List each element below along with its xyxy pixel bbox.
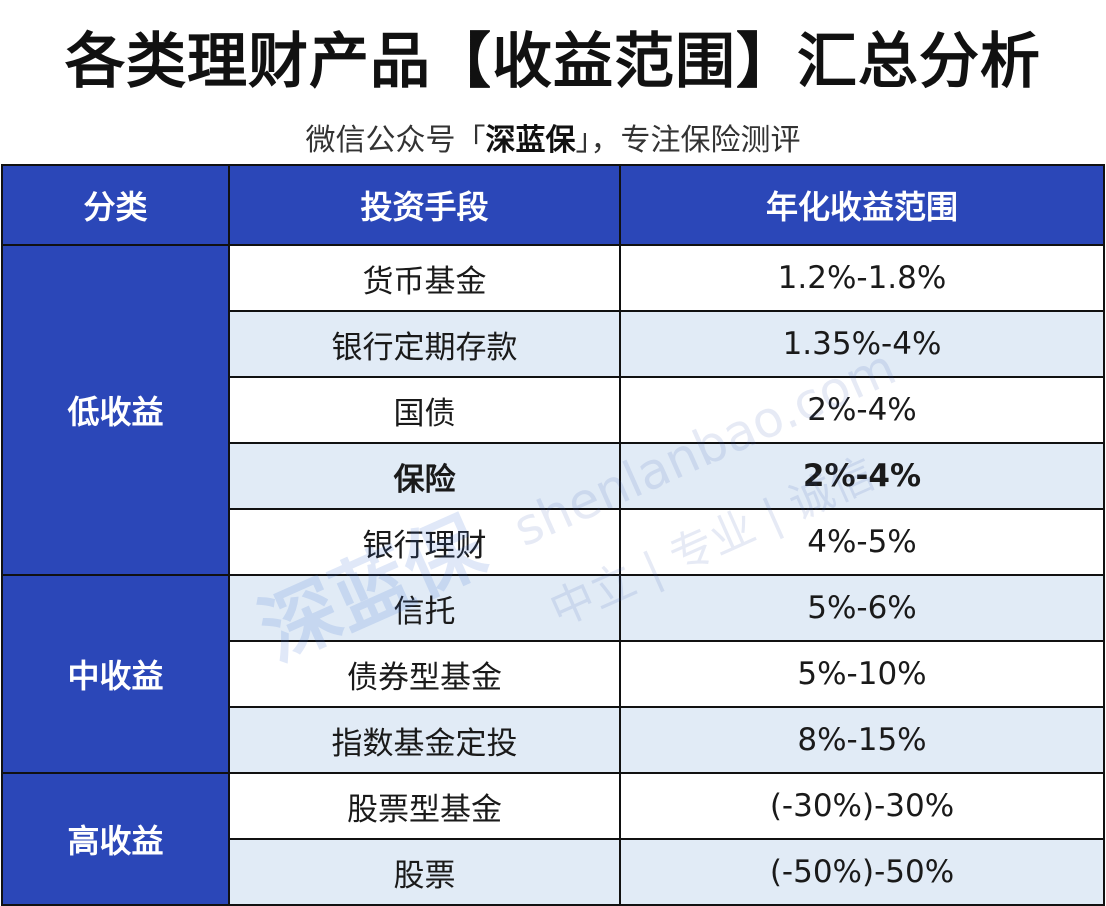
table-row: 国债 2%-4% xyxy=(2,376,1105,444)
method-cell: 指数基金定投 xyxy=(228,706,621,774)
header-category: 分类 xyxy=(1,164,230,246)
method-cell: 股票型基金 xyxy=(228,772,621,840)
method-cell: 银行理财 xyxy=(228,508,621,576)
subtitle-brand: 深蓝保 xyxy=(485,123,576,158)
range-cell: (-50%)-50% xyxy=(619,838,1105,906)
range-cell: 1.35%-4% xyxy=(619,310,1105,378)
range-cell: 4%-5% xyxy=(619,508,1105,576)
header-method: 投资手段 xyxy=(228,164,621,246)
table-body: 低收益 货币基金 1.2%-1.8% 银行定期存款 1.35%-4% 国债 2%-4% 保险 2… xyxy=(1,244,1105,906)
page-subtitle: 微信公众号「 深蓝保 」，专注保险测评 xyxy=(0,112,1106,162)
method-cell: 股票 xyxy=(228,838,621,906)
method-cell: 银行定期存款 xyxy=(228,310,621,378)
range-cell: 8%-15% xyxy=(619,706,1105,774)
method-cell: 信托 xyxy=(228,574,621,642)
category-cell: 高收益 xyxy=(1,772,230,906)
subtitle-suffix: 」，专注保险测评 xyxy=(575,123,801,158)
subtitle-prefix: 微信公众号「 xyxy=(305,123,486,158)
page-title: 各类理财产品【收益范围】汇总分析 xyxy=(65,26,1041,97)
table-header-row: 分类 投资手段 年化收益范围 xyxy=(1,164,1105,246)
table-row: 银行理财 4%-5% xyxy=(2,508,1105,576)
table-row: 银行定期存款 1.35%-4% xyxy=(2,310,1105,378)
header-range: 年化收益范围 xyxy=(619,164,1105,246)
range-cell: 2%-4% xyxy=(619,442,1105,510)
method-cell: 债券型基金 xyxy=(228,640,621,708)
table-row: 中收益 信托 5%-6% xyxy=(1,574,1105,774)
table-row: 保险 2%-4% xyxy=(2,442,1105,510)
table-row: 指数基金定投 8%-15% xyxy=(2,706,1105,774)
method-cell: 货币基金 xyxy=(228,244,621,312)
returns-table: 分类 投资手段 年化收益范围 低收益 货币基金 1.2%-1.8% 银行定期存款 1.3… xyxy=(1,164,1105,906)
range-cell: (-30%)-30% xyxy=(619,772,1105,840)
table-row: 债券型基金 5%-10% xyxy=(2,640,1105,708)
method-cell: 保险 xyxy=(228,442,621,510)
table-row: 低收益 货币基金 1.2%-1.8% xyxy=(1,244,1105,576)
method-cell: 国债 xyxy=(228,376,621,444)
table-row: 股票 (-50%)-50% xyxy=(2,838,1105,906)
category-cell: 低收益 xyxy=(1,244,230,576)
range-cell: 5%-10% xyxy=(619,640,1105,708)
category-cell: 中收益 xyxy=(1,574,230,774)
range-cell: 5%-6% xyxy=(619,574,1105,642)
range-cell: 2%-4% xyxy=(619,376,1105,444)
table-row: 高收益 股票型基金 (-30%)-30% xyxy=(1,772,1105,906)
range-cell: 1.2%-1.8% xyxy=(619,244,1105,312)
